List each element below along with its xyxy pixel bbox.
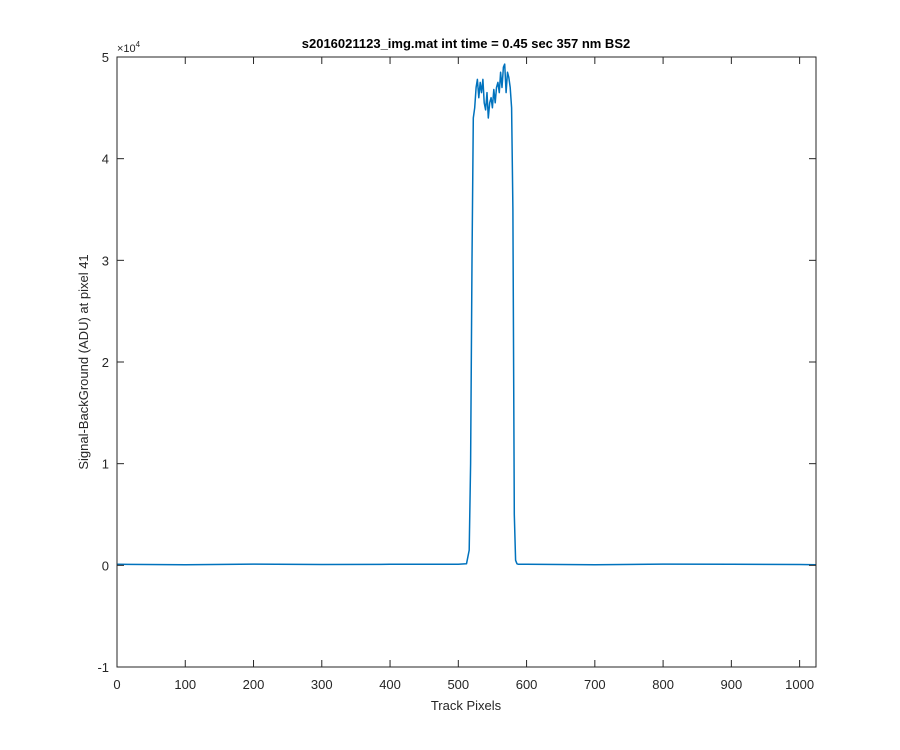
x-tick-label: 600 bbox=[516, 677, 538, 692]
y-axis-exponent-power: 4 bbox=[136, 40, 141, 49]
y-tick-label: 4 bbox=[102, 152, 109, 167]
y-tick-label: 2 bbox=[102, 355, 109, 370]
x-tick-label: 200 bbox=[243, 677, 265, 692]
plot-area: 0 100 200 300 400 500 600 700 800 900 1000 -1 0 1 2 3 4 5 bbox=[97, 50, 817, 692]
x-tick-label: 400 bbox=[379, 677, 401, 692]
y-tick-label: -1 bbox=[97, 660, 109, 675]
x-tick-label: 500 bbox=[447, 677, 469, 692]
x-tick-label: 900 bbox=[721, 677, 743, 692]
y-axis-exponent: ×104 bbox=[117, 40, 141, 55]
chart-title: s2016021123_img.mat int time = 0.45 sec … bbox=[302, 36, 630, 51]
y-tick-label: 5 bbox=[102, 50, 109, 65]
x-tick-label: 800 bbox=[652, 677, 674, 692]
series-line-0 bbox=[116, 63, 817, 566]
x-tick-label: 700 bbox=[584, 677, 606, 692]
y-axis-exponent-base: ×10 bbox=[117, 43, 136, 55]
y-tick-label: 0 bbox=[102, 558, 109, 573]
y-tick-label: 3 bbox=[102, 253, 109, 268]
y-axis-title: Signal-BackGround (ADU) at pixel 41 bbox=[76, 254, 91, 469]
x-tick-label: 0 bbox=[113, 677, 120, 692]
x-tick-label: 300 bbox=[311, 677, 333, 692]
y-tick-label: 1 bbox=[102, 457, 109, 472]
x-tick-label: 100 bbox=[174, 677, 196, 692]
x-axis-title: Track Pixels bbox=[431, 698, 502, 713]
x-tick-label: 1000 bbox=[785, 677, 814, 692]
